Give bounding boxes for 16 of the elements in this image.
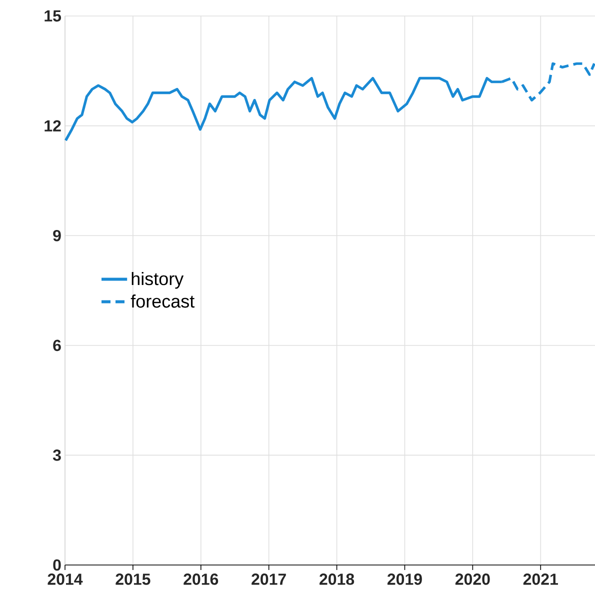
x-tick-label: 2017: [252, 574, 286, 585]
x-tick-label: 2016: [184, 574, 218, 585]
y-tick-label: 0: [53, 559, 61, 571]
legend-label: history: [132, 272, 184, 289]
legend-label: forecast: [130, 294, 195, 308]
x-tick-label: 2018: [320, 574, 354, 585]
y-tick-label: 9: [53, 230, 61, 242]
y-tick-label: 3: [52, 450, 61, 461]
y-tick-label: 12: [44, 120, 61, 132]
y-tick-label: 6: [53, 340, 61, 352]
x-tick-label: 2021: [523, 574, 558, 585]
x-tick-label: 2019: [387, 574, 422, 585]
y-tick-label: 15: [44, 10, 62, 22]
x-tick-label: 2014: [48, 574, 83, 585]
x-tick-label: 2015: [116, 574, 150, 585]
x-tick-label: 2020: [455, 574, 490, 585]
